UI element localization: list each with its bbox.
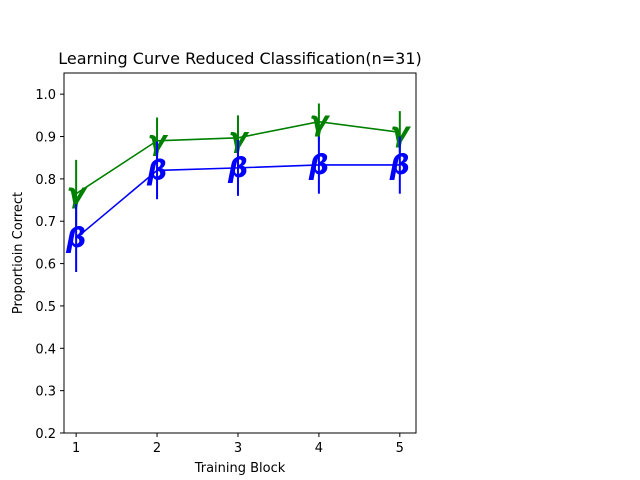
data-point: γ: [390, 115, 411, 148]
series-1: β β β β β: [65, 136, 410, 273]
y-tick-label: 0.4: [35, 342, 56, 357]
y-tick-label: 0.3: [35, 385, 56, 400]
x-tick-label: 1: [72, 441, 80, 456]
plot-area: γγ γ γ γββ β β β: [65, 103, 411, 273]
data-point: γ: [148, 124, 169, 157]
axes-frame: [63, 72, 417, 434]
x-tick-label: 3: [234, 441, 242, 456]
series-line: [75, 120, 400, 195]
series-line: [75, 164, 400, 239]
x-tick-label: 2: [153, 441, 161, 456]
x-axis-label: Training Block: [194, 461, 286, 476]
y-tick-label: 0.7: [35, 215, 56, 230]
series-0: γ γ γ γ γ: [67, 103, 411, 228]
data-point: β: [65, 221, 86, 254]
data-point: β: [146, 153, 167, 186]
y-axis-label: Proportioin Correct: [11, 192, 26, 314]
y-axis: 0.2 0.3 0.4 0.5 0.6 0.7 0.8 0.9 1.0: [35, 88, 64, 442]
y-tick-label: 1.0: [35, 88, 56, 103]
y-tick-label: 0.6: [35, 258, 56, 273]
y-tick-label: 0.2: [35, 427, 56, 442]
data-point: γ: [67, 177, 88, 210]
data-point: β: [308, 148, 329, 181]
data-point: γ: [228, 121, 249, 154]
data-point: γ: [309, 105, 330, 138]
data-point: β: [227, 151, 248, 184]
x-tick-label: 4: [315, 441, 323, 456]
x-tick-label: 5: [396, 441, 404, 456]
y-tick-label: 0.5: [35, 300, 56, 315]
x-axis: 1 2 3 4 5: [72, 433, 404, 456]
chart-title: Learning Curve Reduced Classification(n=…: [58, 49, 422, 68]
data-point: β: [389, 148, 410, 181]
y-tick-label: 0.8: [35, 173, 56, 188]
y-tick-label: 0.9: [35, 131, 56, 146]
